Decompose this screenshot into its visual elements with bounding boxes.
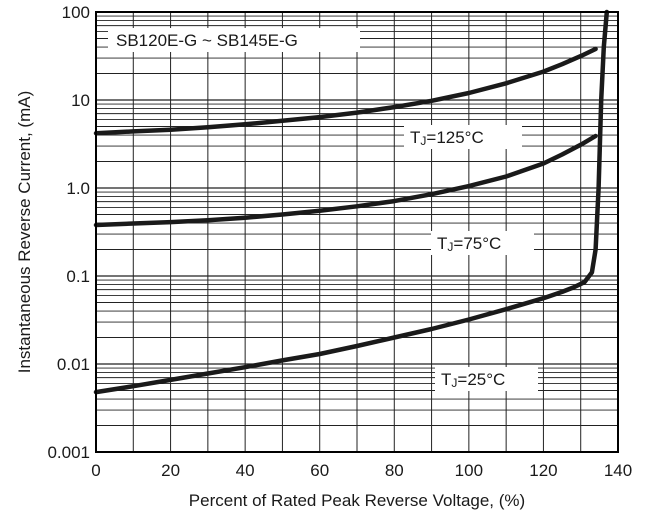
series-label-background [404, 125, 522, 149]
x-tick-label: 20 [161, 461, 180, 480]
series-lines [93, 9, 610, 395]
series-label-background [435, 367, 538, 391]
grid [96, 12, 618, 452]
series-labels: TJ=125°C TJ=75°C TJ=25°C [404, 125, 538, 391]
y-tick-label: 0.1 [66, 267, 90, 286]
x-tick-label: 40 [236, 461, 255, 480]
x-tick-label: 100 [455, 461, 483, 480]
x-axis-label: Percent of Rated Peak Reverse Voltage, (… [189, 491, 525, 510]
x-tick-label: 140 [604, 461, 632, 480]
y-axis-label: Instantaneous Reverse Current, (mA) [15, 91, 34, 374]
series-label: TJ=125°C [410, 128, 484, 148]
series-label: TJ=75°C [437, 234, 501, 254]
x-tick-label: 60 [310, 461, 329, 480]
x-tick-labels: 0 20 40 60 80 100 120 140 [91, 461, 632, 480]
chart-title-background [108, 28, 360, 52]
x-tick-label: 80 [385, 461, 404, 480]
series-label-background [431, 231, 534, 255]
series-line [93, 9, 610, 395]
series-line [93, 46, 598, 136]
series-line [93, 133, 598, 228]
x-tick-label: 120 [529, 461, 557, 480]
x-tick-label: 0 [91, 461, 100, 480]
y-tick-label: 100 [62, 3, 90, 22]
y-tick-label: 1.0 [66, 179, 90, 198]
y-tick-label: 0.01 [57, 355, 90, 374]
y-tick-labels: 0.001 0.01 0.1 1.0 10 100 [47, 3, 90, 462]
chart-title: SB120E-G ~ SB145E-G [116, 31, 298, 50]
y-tick-label: 0.001 [47, 443, 90, 462]
plot-frame [95, 11, 619, 453]
y-tick-label: 10 [71, 91, 90, 110]
series-label: TJ=25°C [441, 370, 505, 390]
